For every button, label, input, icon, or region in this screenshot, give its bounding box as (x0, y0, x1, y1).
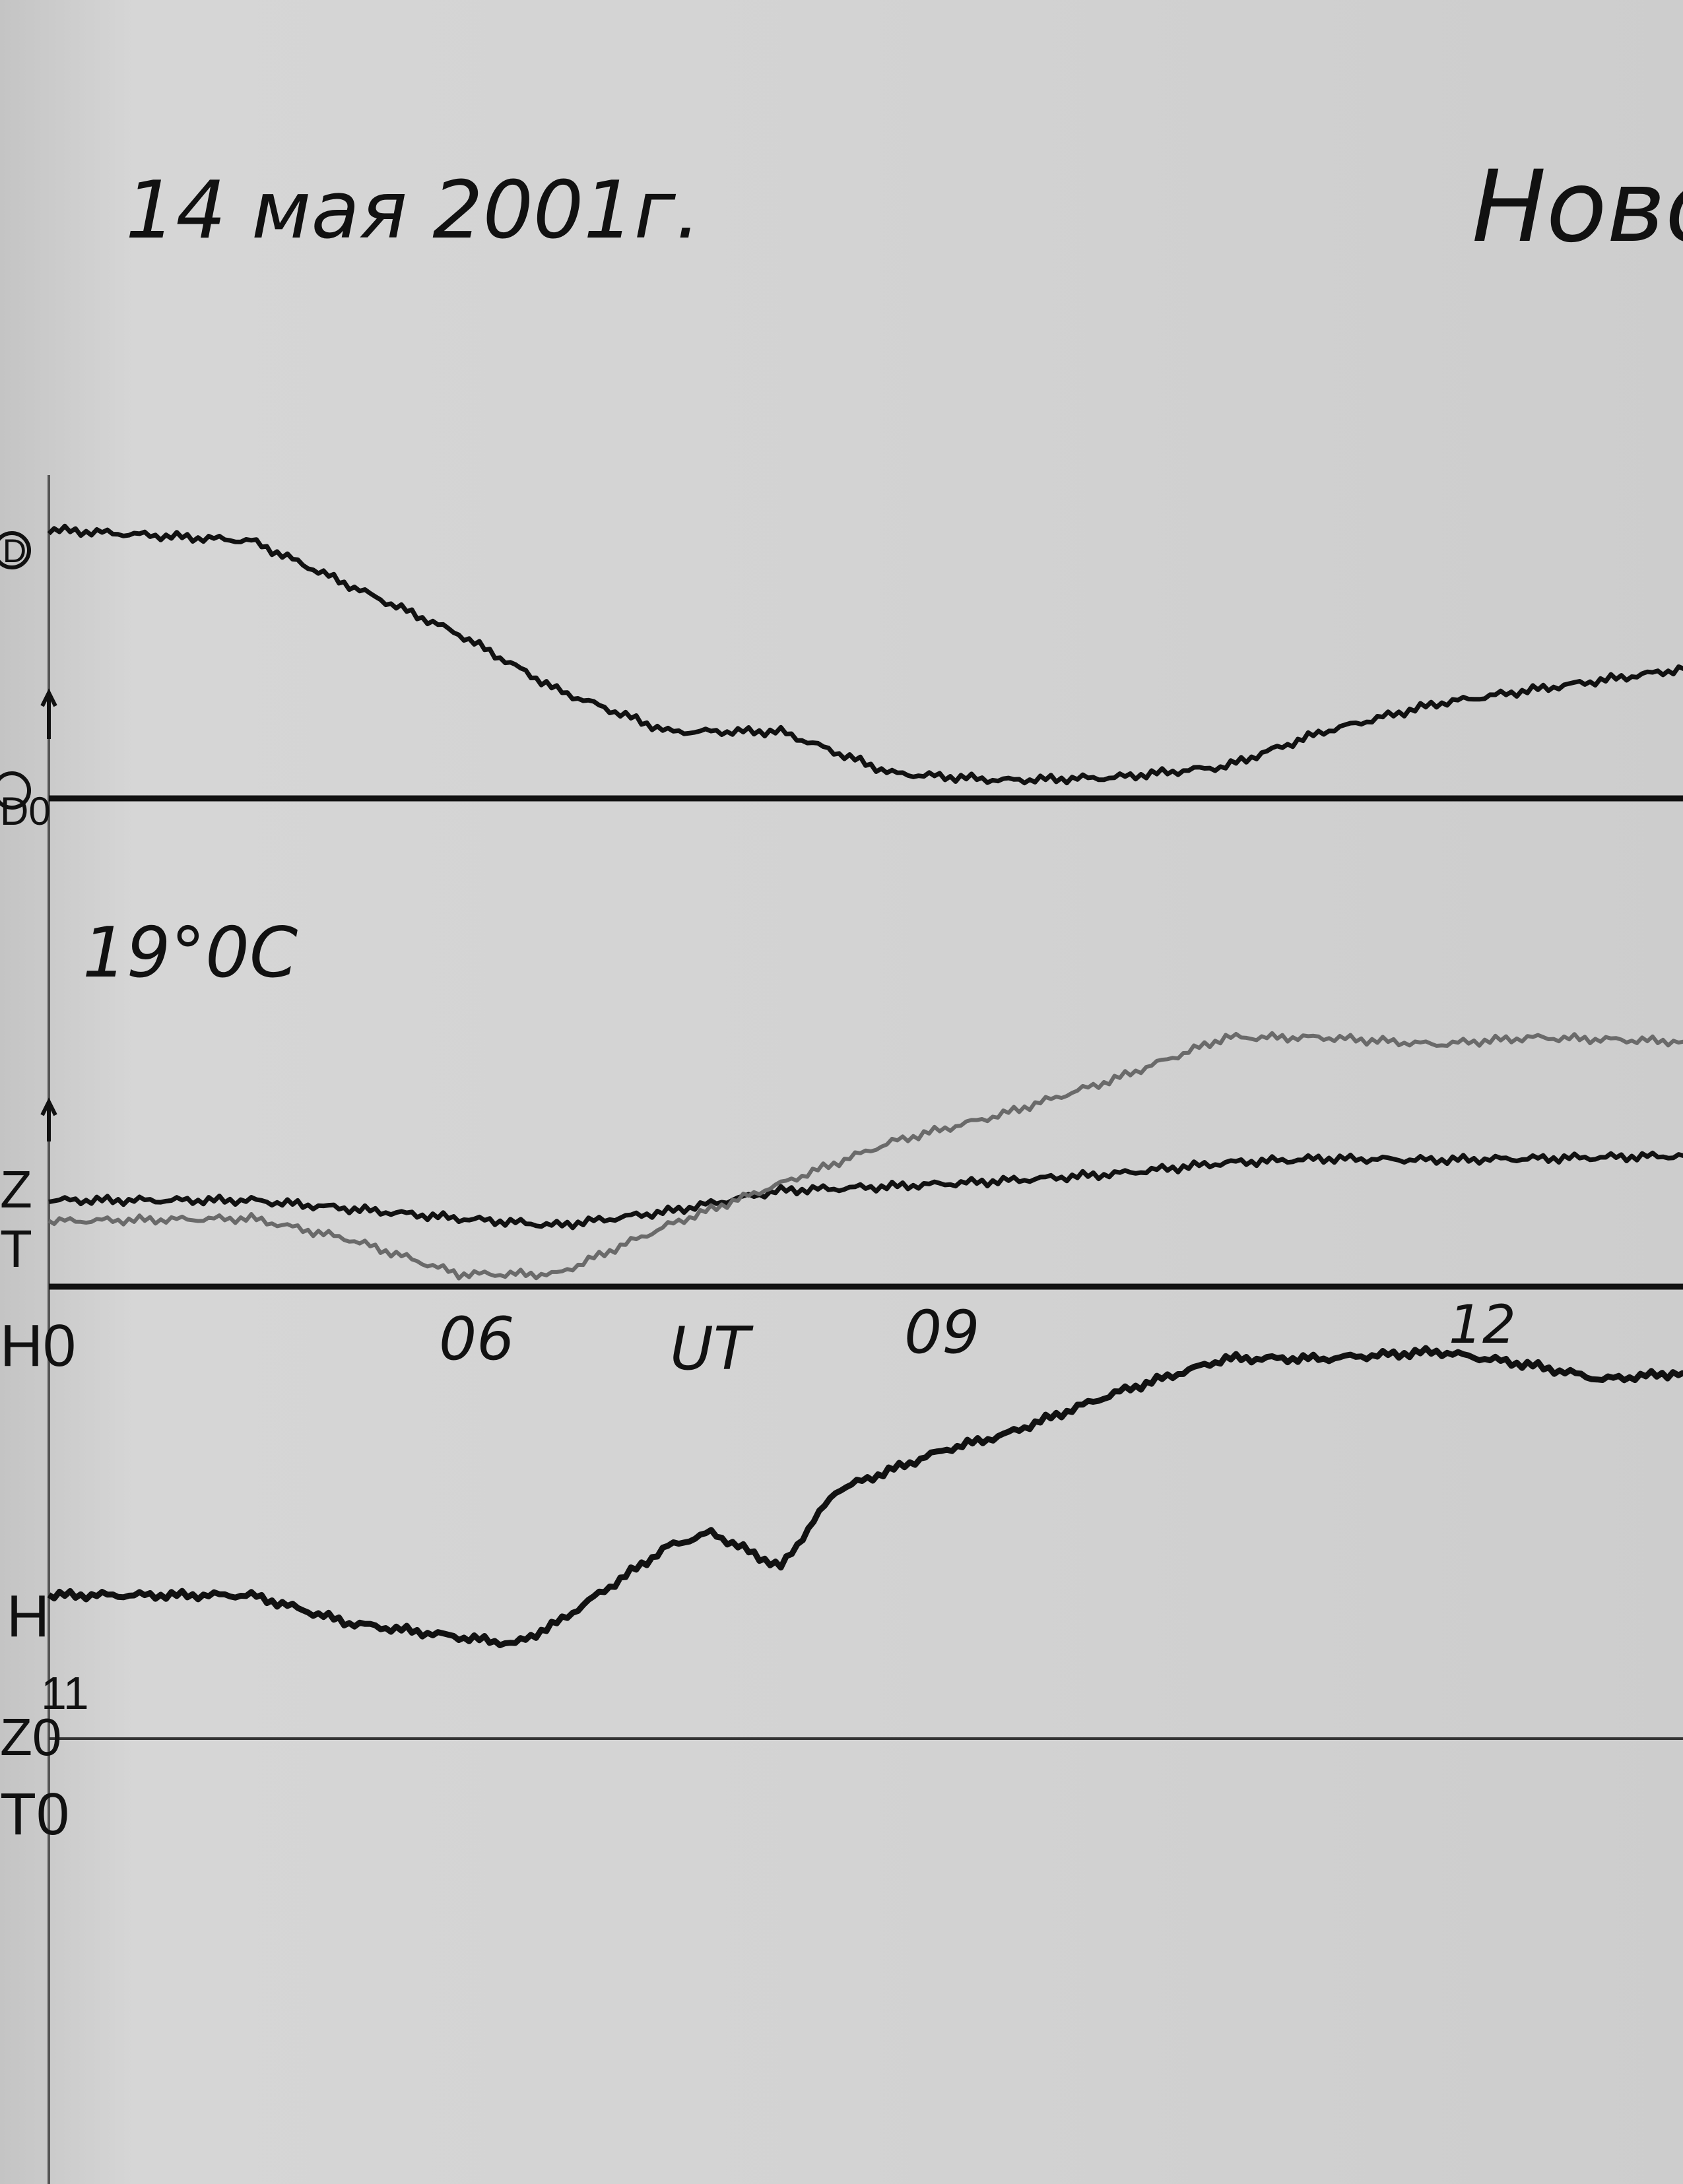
d-label-circle (0, 531, 31, 569)
label-d: D (3, 532, 26, 569)
label-h-note: 11 (41, 1667, 89, 1719)
series-line-d (47, 523, 1683, 786)
series-line-t (48, 1031, 1683, 1281)
series-line-z (48, 1150, 1683, 1231)
tick-label-06: 06 (439, 1304, 515, 1374)
temperature-label: 19°0C (82, 913, 298, 993)
z-scale-arrow-icon (40, 1097, 57, 1141)
d-scale-arrow-icon (40, 688, 57, 739)
label-t0: T0 (0, 1782, 69, 1847)
series-line-h (47, 1345, 1683, 1648)
series-layer (47, 523, 1683, 1648)
station-title: Ново (1472, 150, 1683, 265)
date-title: 14 мая 2001г. (125, 165, 701, 257)
label-z0: Z0 (0, 1708, 61, 1766)
d0-label-circle (0, 771, 31, 810)
label-h: H (7, 1584, 50, 1650)
tick-label-12: 12 (1449, 1294, 1516, 1355)
label-z: Z (0, 1160, 32, 1219)
label-t: T (0, 1219, 32, 1278)
x-axis-label: UT (670, 1314, 754, 1384)
label-d0: D0 (0, 789, 51, 833)
label-h0: H0 (0, 1313, 76, 1379)
tick-label-09: 09 (904, 1298, 980, 1367)
